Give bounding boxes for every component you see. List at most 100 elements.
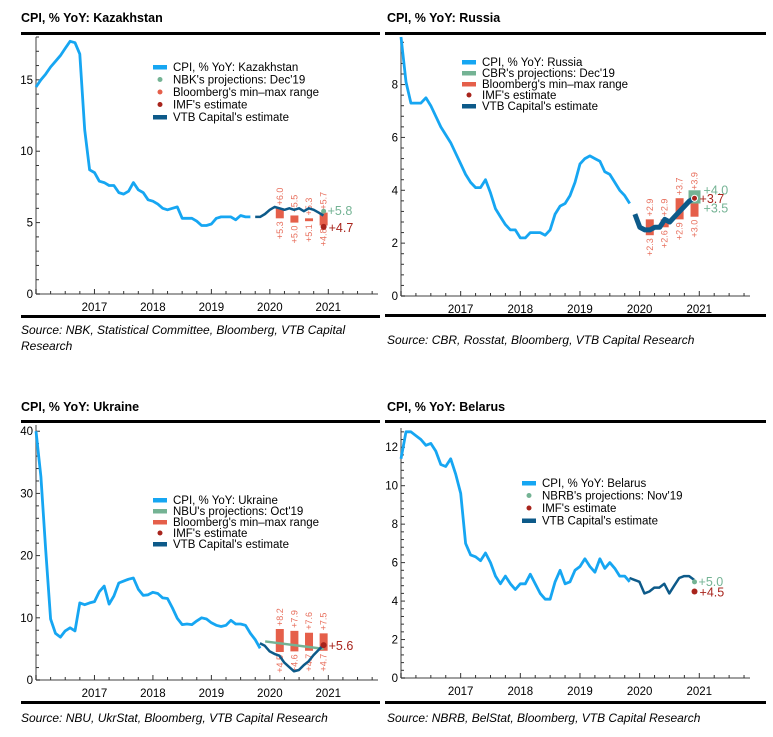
- chart-kazakhstan: 0 5 10 15 2017 2018 2019 2020 2021 +6.0 +5.3 +5.5 +5…: [20, 36, 378, 314]
- x-tick-label: 2018: [140, 688, 166, 700]
- bloomberg-min-label: +5.1: [304, 224, 314, 242]
- imf-estimate-label: +3.7: [700, 192, 725, 206]
- projection-min-label: +3.5: [704, 202, 729, 216]
- chart-source: Source: CBR, Rosstat, Bloomberg, VTB Cap…: [387, 333, 695, 347]
- imf-estimate-dot: [691, 588, 698, 595]
- legend-entry: VTB Capital's estimate: [173, 539, 289, 551]
- bloomberg-max-label: +6.0: [275, 188, 285, 206]
- projection-max-label: +4.0: [704, 183, 729, 197]
- x-tick-label: 2020: [257, 688, 283, 700]
- legend-swatch-dot: [526, 493, 532, 498]
- y-tick-label: 0: [392, 673, 398, 685]
- title-rule: [21, 420, 380, 423]
- bloomberg-max-label: +5.5: [289, 195, 299, 213]
- bloomberg-min-label: +4.8: [319, 228, 329, 246]
- chart-source: Source: NBK, Statistical Committee, Bloo…: [21, 323, 346, 353]
- bloomberg-range-bar: [290, 630, 299, 652]
- x-tick-label: 2021: [686, 304, 712, 316]
- legend-entry: IMF's estimate: [542, 503, 616, 515]
- bloomberg-range-bar: [305, 632, 314, 651]
- chart-source: Source: NBU, UkrStat, Bloomberg, VTB Cap…: [21, 711, 328, 725]
- panel-kazakhstan: CPI, % YoY: Kazakhstan 0 5 10 15 2017 2018 201…: [0, 0, 385, 360]
- legend-entry: CBR's projections: Dec'19: [482, 68, 615, 80]
- y-tick-label: 2: [392, 635, 398, 647]
- bottom-rule: [385, 701, 766, 704]
- legend-swatch-dot: [526, 505, 532, 511]
- legend-swatch-line: [153, 115, 167, 120]
- legend-entry: CPI, % YoY: Russia: [482, 57, 583, 69]
- cpi-line: [399, 430, 631, 601]
- legend-swatch-dot: [157, 77, 163, 82]
- x-tick-label: 2019: [567, 686, 593, 698]
- legend-swatch-line: [522, 481, 536, 486]
- y-tick-label: 10: [20, 146, 33, 158]
- bloomberg-min-label: +5.0: [289, 226, 299, 244]
- title-rule: [21, 32, 380, 35]
- x-tick-label: 2019: [199, 302, 225, 314]
- legend-entry: IMF's estimate: [173, 100, 247, 112]
- y-tick-label: 10: [385, 481, 398, 493]
- bloomberg-max-label: +2.9: [645, 199, 655, 217]
- y-tick-label: 4: [392, 596, 399, 608]
- y-tick-label: 6: [392, 558, 398, 570]
- legend-swatch-dot: [157, 530, 163, 536]
- y-tick-label: 40: [20, 426, 33, 438]
- y-tick-label: 8: [392, 519, 398, 531]
- chart-ukraine: 0 10 20 30 40 2017 2018 2019 2020 2021 +8.2 +4.5 +7.…: [20, 425, 378, 700]
- x-tick-label: 2020: [627, 686, 653, 698]
- y-tick-label: 0: [392, 291, 398, 303]
- bloomberg-max-label: +2.9: [660, 199, 670, 217]
- legend-swatch-line: [153, 542, 167, 547]
- legend-swatch-dot: [157, 89, 163, 95]
- bloomberg-max-label: +7.6: [304, 612, 314, 630]
- legend-entry: VTB Capital's estimate: [542, 516, 658, 528]
- vtb-estimate-line: [632, 196, 696, 233]
- y-tick-label: 0: [27, 675, 33, 687]
- y-tick-label: 10: [20, 613, 33, 625]
- bloomberg-max-label: +3.7: [675, 177, 685, 195]
- panel-ukraine: CPI, % YoY: Ukraine 0 10 20 30 40 2017 2018 201…: [0, 0, 385, 737]
- bloomberg-range-bar: [319, 633, 328, 651]
- panel-russia: CPI, % YoY: Russia 0 2 4 6 8 2017 2018 2019 2020…: [0, 0, 773, 360]
- bloomberg-min-label: +2.6: [660, 230, 670, 248]
- legend-swatch-line: [462, 82, 476, 87]
- vtb-estimate-line: [629, 574, 695, 595]
- chart-title: CPI, % YoY: Ukraine: [21, 400, 140, 414]
- legend-entry: CPI, % YoY: Belarus: [542, 478, 646, 490]
- legend-swatch-dot: [157, 102, 163, 107]
- chart-russia: 0 2 4 6 8 2017 2018 2019 2020 2021 +2.9 +2.3 +2.9 +2.…: [392, 36, 750, 316]
- x-tick-label: 2018: [508, 686, 534, 698]
- x-tick-label: 2021: [316, 302, 342, 314]
- legend-swatch-line: [462, 104, 476, 109]
- legend-entry: IMF's estimate: [482, 90, 556, 102]
- x-tick-label: 2019: [199, 688, 225, 700]
- y-tick-label: 15: [20, 75, 33, 87]
- bottom-rule: [385, 314, 766, 317]
- bloomberg-max-label: +3.9: [690, 172, 700, 190]
- vtb-estimate-line: [255, 205, 325, 219]
- legend-swatch-line: [462, 60, 476, 65]
- legend-entry: Bloomberg's min–max range: [482, 79, 628, 91]
- x-tick-label: 2017: [82, 688, 108, 700]
- imf-estimate-label: +4.5: [700, 585, 725, 599]
- chart-title: CPI, % YoY: Kazakhstan: [21, 11, 163, 25]
- bloomberg-range-bar: [319, 212, 328, 226]
- legend-entry: CPI, % YoY: Ukraine: [173, 495, 278, 507]
- imf-estimate-dot: [691, 194, 699, 202]
- bloomberg-max-label: +8.2: [275, 608, 285, 626]
- legend-entry: IMF's estimate: [173, 528, 247, 540]
- legend-swatch-line: [153, 498, 167, 503]
- bloomberg-range-bar: [690, 192, 699, 217]
- projection-label: +5.8: [328, 204, 353, 218]
- y-tick-label: 0: [27, 289, 33, 301]
- legend-swatch-line: [153, 65, 167, 70]
- bloomberg-max-label: +7.9: [289, 610, 299, 628]
- imf-estimate-label: +4.7: [329, 221, 354, 235]
- y-tick-label: 8: [392, 80, 398, 92]
- x-tick-label: 2018: [508, 304, 534, 316]
- bloomberg-range-bar: [275, 208, 284, 219]
- projection-line: [265, 640, 324, 651]
- legend-entry: VTB Capital's estimate: [482, 101, 598, 113]
- bloomberg-max-label: +5.3: [304, 198, 314, 216]
- legend-entry: Bloomberg's min–max range: [173, 87, 319, 99]
